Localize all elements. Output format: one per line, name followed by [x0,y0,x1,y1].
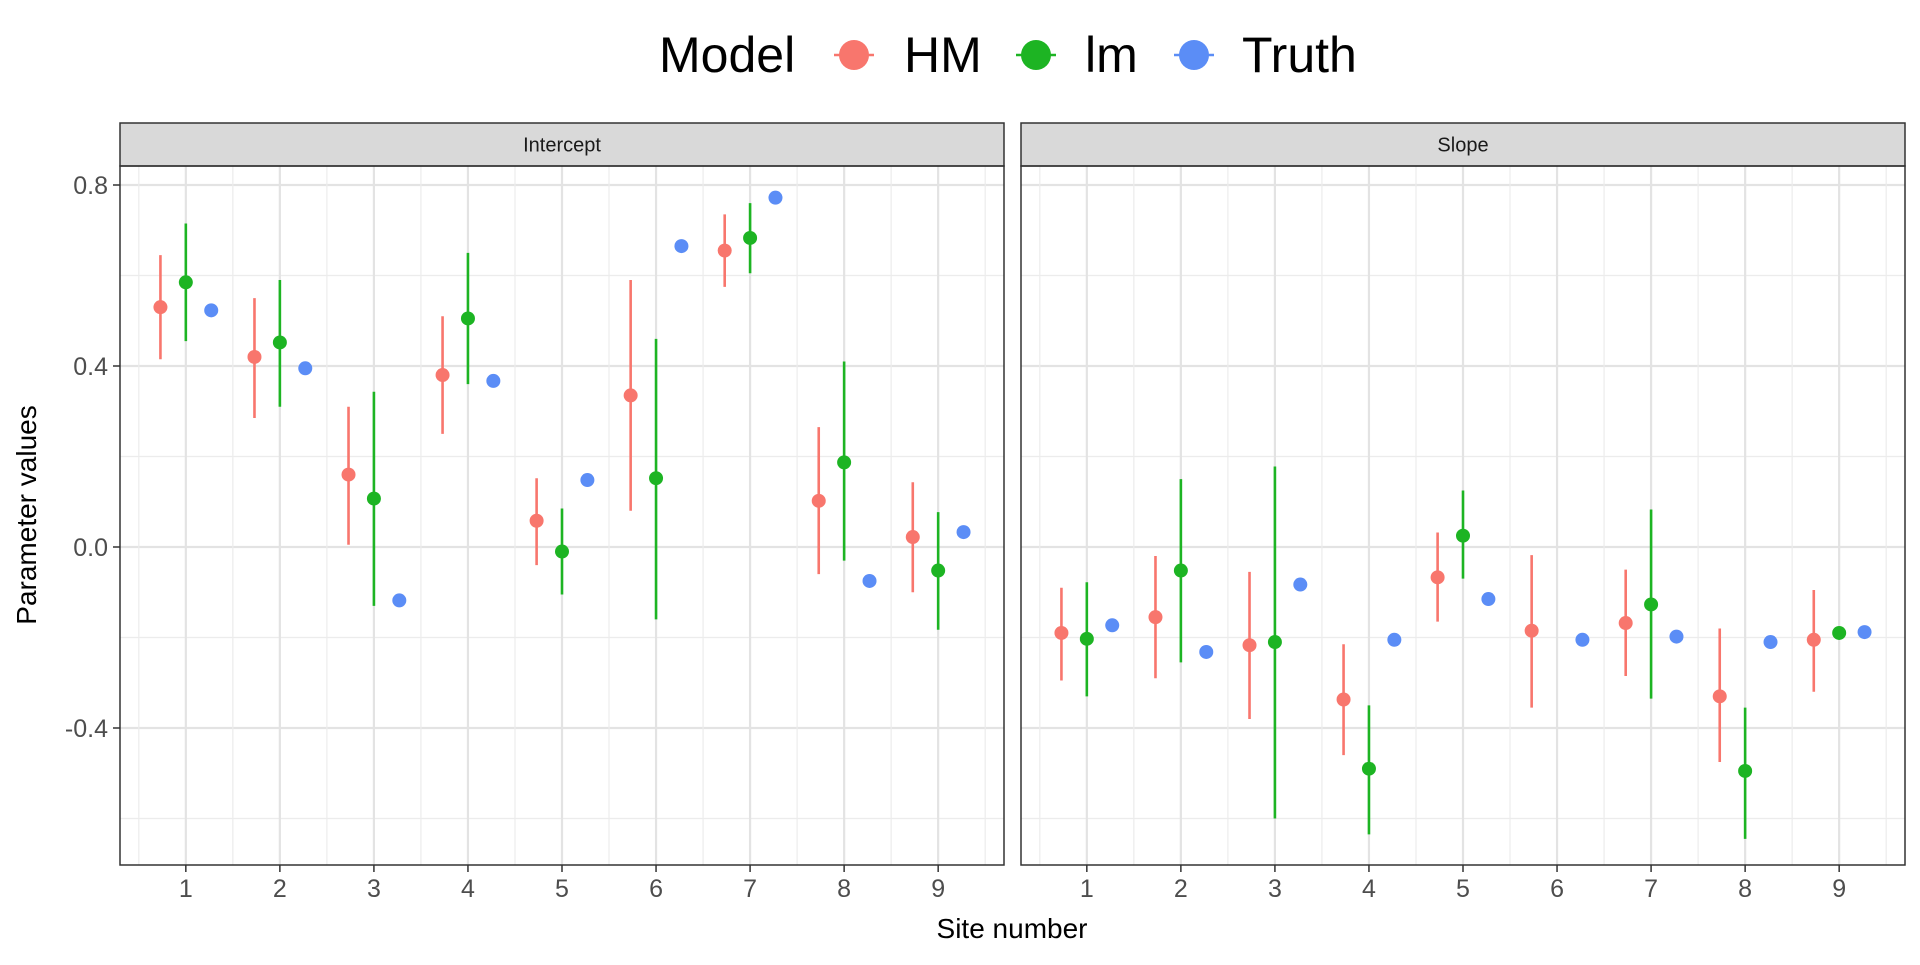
data-point-truth [674,239,689,254]
data-point-lm [1173,563,1188,578]
data-point-lm [1079,631,1094,646]
x-tick-label: 1 [179,875,193,903]
x-tick-label: 8 [1738,875,1752,903]
x-tick-label: 7 [1644,875,1658,903]
x-tick-label: 7 [743,875,757,903]
facet-strip-label: Slope [1437,135,1488,157]
data-point-hm [905,530,920,545]
data-point-hm [435,368,450,383]
data-point-truth [1763,635,1778,650]
y-axis-title: Parameter values [11,405,42,624]
data-point-lm [555,544,569,559]
data-point-lm [743,230,758,245]
data-point-lm [649,471,664,486]
data-point-hm [1618,616,1633,631]
x-tick-label: 9 [931,875,945,903]
data-point-lm [1832,625,1847,640]
x-axis-title: Site number [937,913,1088,944]
legend-label-lm: lm [1085,27,1138,83]
x-tick-label: 4 [1362,875,1376,903]
data-point-truth [1105,618,1120,633]
data-point-hm [529,513,544,528]
data-point-truth [1481,592,1496,607]
data-point-lm [366,491,381,506]
data-point-hm [1054,625,1069,640]
x-tick-label: 3 [1268,875,1282,903]
data-point-lm [1267,635,1282,650]
data-point-truth [1575,632,1590,647]
data-point-lm [272,335,287,350]
legend-key-point-truth [1179,40,1209,70]
data-point-truth [1669,629,1684,644]
x-tick-label: 6 [649,875,663,903]
x-tick-label: 4 [461,875,475,903]
legend-key-point-lm [1021,40,1051,70]
y-tick-label: 0.4 [73,353,108,381]
data-point-lm [1738,763,1753,778]
data-point-hm [1430,570,1445,585]
data-point-hm [247,349,262,364]
x-tick-label: 5 [555,875,569,903]
data-point-truth [486,373,501,388]
data-point-truth [1293,577,1308,592]
x-tick-label: 5 [1456,875,1470,903]
data-point-hm [1712,689,1727,704]
data-point-hm [1806,632,1821,647]
data-point-truth [580,473,595,488]
data-point-hm [1148,610,1163,625]
data-point-lm [178,275,193,290]
facet-strip-label: Intercept [523,135,601,157]
data-point-truth [298,361,313,376]
data-point-truth [1387,632,1402,647]
data-point-truth [862,573,877,588]
x-tick-label: 1 [1080,875,1094,903]
data-point-lm [931,563,946,578]
data-point-hm [341,467,356,482]
y-tick-label: 0.0 [73,534,108,562]
data-point-truth [956,525,971,540]
data-point-lm [1456,528,1470,543]
data-point-hm [1242,638,1257,653]
data-point-lm [1361,761,1376,776]
data-point-truth [392,593,407,608]
y-tick-label: -0.4 [65,715,108,743]
x-tick-label: 3 [367,875,381,903]
x-tick-label: 2 [273,875,287,903]
data-point-hm [1336,692,1351,707]
x-tick-label: 2 [1174,875,1188,903]
x-tick-label: 8 [837,875,851,903]
facet-strip [1020,122,1906,167]
data-point-truth [204,303,219,318]
data-point-truth [1857,625,1872,640]
legend-key-point-hm [839,40,869,70]
x-tick-label: 9 [1832,875,1846,903]
data-point-hm [811,493,826,508]
data-point-hm [153,300,168,315]
facet-strip [119,122,1005,167]
data-point-lm [1644,597,1659,612]
data-point-truth [768,190,783,205]
data-point-truth [1199,644,1214,659]
data-point-hm [623,388,638,403]
data-point-lm [460,311,475,326]
data-point-hm [717,243,732,258]
legend-title: Model [659,27,795,83]
x-tick-label: 6 [1550,875,1564,903]
legend-label-hm: HM [904,27,982,83]
data-point-lm [837,455,852,470]
legend-label-truth: Truth [1242,27,1357,83]
data-point-hm [1524,623,1539,638]
y-tick-label: 0.8 [73,172,108,200]
